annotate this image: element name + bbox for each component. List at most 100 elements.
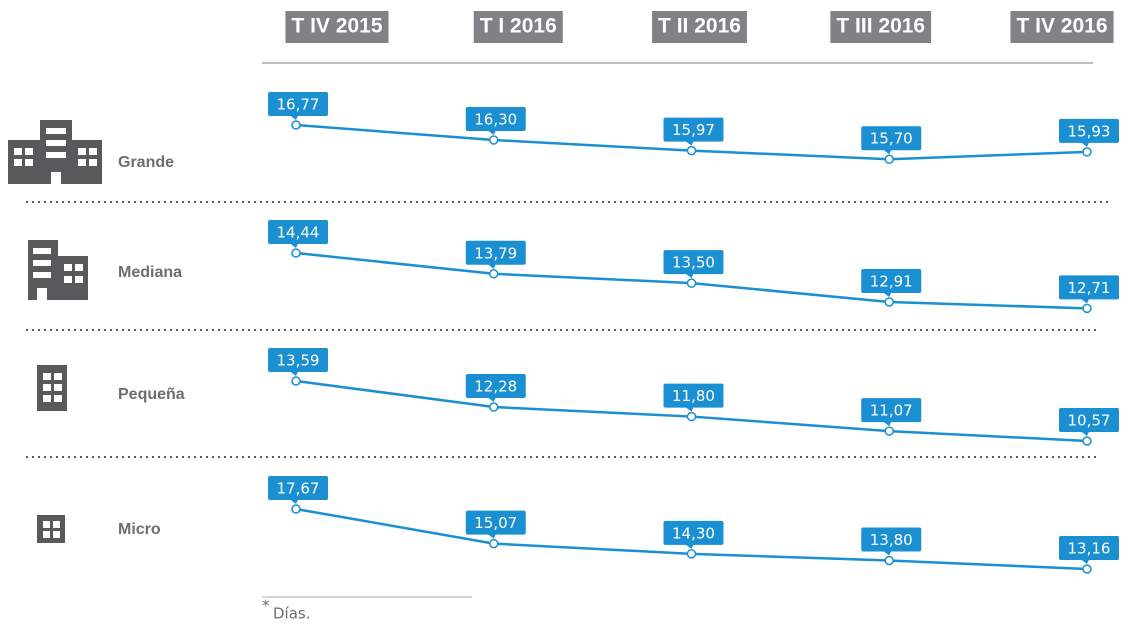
value-label: 15,93	[1068, 122, 1111, 140]
value-label: 10,57	[1068, 412, 1111, 430]
value-label: 12,28	[474, 378, 517, 396]
value-label-box	[465, 240, 526, 265]
value-label-box	[663, 520, 724, 545]
value-label-pointer	[487, 130, 496, 136]
value-label: 15,97	[672, 121, 715, 139]
header-label: T II 2016	[658, 15, 741, 38]
value-label: 16,77	[277, 96, 320, 114]
point	[686, 278, 697, 288]
point	[291, 376, 301, 386]
value-label: 16,30	[474, 111, 517, 129]
header-label: T I 2016	[480, 15, 557, 38]
value-label: 15,70	[870, 130, 913, 148]
value-label-box	[1059, 408, 1119, 432]
value-label-box	[663, 250, 724, 275]
value-label-box	[1059, 118, 1119, 143]
row-label: Pequeña	[118, 386, 185, 403]
header-box	[652, 11, 747, 43]
icon-pequena	[37, 365, 67, 411]
value-label: 14,30	[672, 524, 715, 542]
value-label-pointer	[487, 534, 496, 539]
point	[1082, 303, 1092, 314]
value-label: 13,16	[1068, 540, 1111, 558]
value-label: 12,71	[1068, 279, 1111, 297]
icon-micro	[37, 515, 65, 543]
value-label-box	[268, 92, 328, 116]
value-label-box	[663, 383, 724, 408]
point	[884, 154, 894, 164]
value-label: 12,91	[870, 272, 913, 290]
value-label-pointer	[290, 371, 298, 376]
value-label-box	[1059, 275, 1119, 300]
value-label-box	[861, 398, 922, 423]
value-label-box	[663, 117, 724, 142]
value-label: 13,59	[277, 352, 320, 370]
value-label: 11,80	[672, 387, 715, 405]
value-label-pointer	[487, 397, 496, 403]
point	[1082, 147, 1092, 157]
point	[884, 426, 894, 436]
point	[1082, 564, 1092, 574]
value-label-box	[861, 268, 922, 293]
header-box	[830, 11, 932, 43]
point	[884, 555, 894, 566]
value-label: 14,44	[277, 224, 320, 242]
value-label-pointer	[685, 273, 694, 279]
value-label-pointer	[290, 115, 298, 120]
point	[489, 402, 499, 412]
value-label: 13,79	[474, 244, 517, 262]
header-box	[1010, 11, 1114, 43]
point	[489, 269, 499, 279]
value-label-box	[1059, 536, 1119, 560]
point	[686, 411, 697, 422]
footnote-marker: *	[262, 597, 270, 615]
row-label: Grande	[118, 154, 174, 171]
footnote: Días.	[273, 605, 311, 623]
value-label-pointer	[883, 421, 892, 427]
value-label-box	[268, 348, 328, 372]
value-label-pointer	[1081, 142, 1089, 147]
value-label-pointer	[290, 499, 298, 504]
point	[291, 248, 301, 258]
point	[1082, 436, 1092, 446]
value-label-pointer	[1081, 298, 1089, 304]
value-label-box	[861, 126, 922, 151]
value-label-pointer	[883, 292, 892, 297]
value-label: 13,80	[870, 531, 913, 549]
value-label-pointer	[487, 264, 496, 269]
value-label-pointer	[685, 141, 694, 146]
value-label-pointer	[1081, 431, 1089, 436]
header-box	[473, 11, 563, 43]
header-label: T IV 2016	[1016, 15, 1107, 38]
value-label-box	[465, 107, 526, 132]
value-label-box	[861, 527, 922, 552]
point	[686, 145, 697, 156]
point	[884, 297, 894, 307]
value-label-box	[465, 374, 526, 399]
header-label: T IV 2015	[291, 15, 382, 38]
point	[291, 120, 301, 130]
header-box	[285, 11, 389, 43]
value-label-pointer	[685, 407, 694, 412]
value-label: 15,07	[474, 514, 517, 532]
value-label-pointer	[883, 149, 892, 155]
value-label-pointer	[883, 550, 892, 556]
value-label-box	[465, 510, 526, 535]
value-label: 13,50	[672, 254, 715, 272]
point	[686, 549, 697, 559]
value-label: 17,67	[277, 480, 320, 498]
icon-grande	[8, 120, 102, 184]
value-label-pointer	[290, 243, 298, 248]
icon-mediana	[28, 240, 88, 300]
value-label-pointer	[685, 544, 694, 549]
point	[489, 538, 499, 549]
value-label: 11,07	[870, 402, 913, 420]
value-label-box	[268, 476, 328, 500]
point	[291, 504, 301, 514]
point	[489, 135, 499, 145]
value-label-pointer	[1081, 559, 1089, 564]
header-label: T III 2016	[836, 15, 925, 38]
row-label: Micro	[118, 521, 161, 538]
value-label-box	[268, 220, 328, 244]
